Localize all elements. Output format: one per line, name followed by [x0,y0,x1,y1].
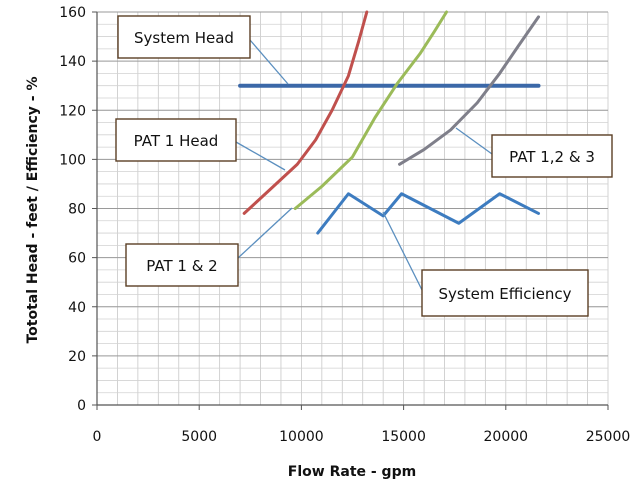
chart-axes [92,11,609,410]
callout-pat1-head-label: PAT 1 Head [134,132,219,150]
x-tick-label: 0 [93,429,102,445]
y-tick-label: 0 [77,398,86,414]
x-axis-title: Flow Rate - gpm [288,464,416,480]
callout-system-efficiency: System Efficiency [421,269,589,317]
callout-pat123: PAT 1,2 & 3 [491,134,613,178]
x-tick-label: 20000 [484,429,529,445]
callout-arrows [235,39,493,291]
arrow-pat1-2 [237,207,293,259]
y-tick-label: 60 [68,251,86,267]
callout-system-head: System Head [117,15,251,59]
x-tick-label: 5000 [181,429,217,445]
callout-pat123-label: PAT 1,2 & 3 [509,148,595,166]
y-axis-title: Tototal Head - feet / Efficiency - % [25,76,41,343]
y-tick-label: 20 [68,349,86,365]
series-line-1 [242,10,369,215]
y-tick-label: 140 [59,54,86,70]
callout-system-efficiency-label: System Efficiency [439,285,572,303]
tick-labels: 0 20 40 60 80 100 120 140 160 0 5000 10000 15000 2000… [59,5,630,445]
callouts: System Head PAT 1 Head PAT 1 & 2 PAT 1,2… [115,15,613,317]
callout-pat1-head: PAT 1 Head [115,118,237,162]
series-line-4 [316,192,541,235]
series-line-2 [293,10,449,210]
arrow-system-head [249,39,289,85]
y-tick-label: 120 [59,103,86,119]
arrow-system-efficiency [382,211,423,291]
arrow-pat123 [455,127,493,155]
x-tick-label: 25000 [586,429,631,445]
y-tick-label: 80 [68,202,86,218]
y-tick-label: 100 [59,152,86,168]
series-line-3 [398,15,541,166]
x-tick-label: 15000 [381,429,426,445]
y-tick-label: 160 [59,5,86,21]
callout-system-head-label: System Head [134,29,234,47]
series-lines [238,10,541,235]
arrow-pat1-head [235,141,286,171]
callout-pat1-2-label: PAT 1 & 2 [146,257,217,275]
y-tick-label: 40 [68,300,86,316]
callout-pat1-2: PAT 1 & 2 [125,243,239,287]
x-tick-label: 10000 [279,429,324,445]
